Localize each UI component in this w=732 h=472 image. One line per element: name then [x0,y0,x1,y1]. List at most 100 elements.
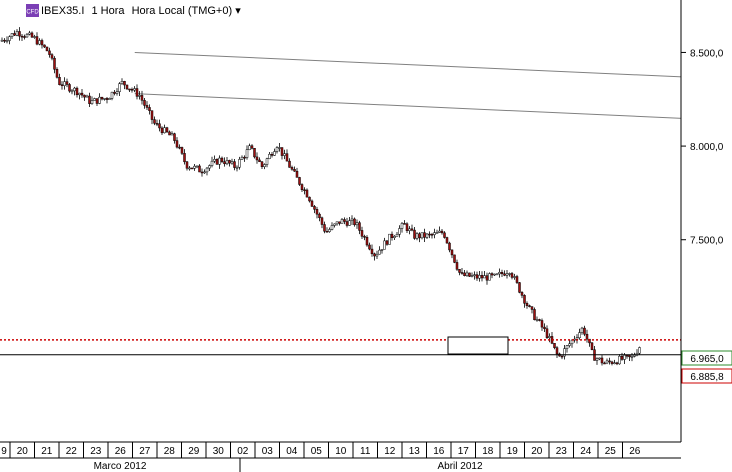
candle-body [615,362,619,365]
candle-body [190,167,194,170]
candle-body [123,81,126,86]
candle-body [83,94,86,98]
candle-body [263,164,266,167]
selection-box[interactable] [447,336,509,355]
candle-body [118,83,121,92]
candle-body [100,96,104,100]
chart-title[interactable]: IBEX35.I 1 Hora Hora Local (TMG+0) ▾ [41,5,241,17]
candle-body [458,269,461,273]
candle-body [180,147,184,154]
candle-body [630,356,634,358]
candle-body [60,84,64,86]
current-price-tag-box [681,350,732,366]
candle-body [313,206,316,210]
candle-body [18,31,21,37]
candle-body [338,221,341,224]
candle-body [25,34,29,38]
candle-body [235,166,239,169]
day-label: 19 [507,446,519,457]
candle-body [540,320,544,328]
candle-body [535,319,539,321]
candle-body [295,170,299,178]
day-label: 12 [384,446,396,457]
candle-body [248,145,251,151]
timeframe-label: 1 Hora [91,5,125,17]
candle-body [465,272,469,276]
candle-body [463,272,466,276]
day-label: 30 [213,446,225,457]
candle-body [585,333,589,340]
candle-body [298,177,301,185]
day-label: 20 [17,446,29,457]
day-label: 02 [237,446,249,457]
day-label: 13 [409,446,421,457]
candle-body [33,36,36,38]
candle-body [168,131,171,136]
candle-body [205,167,209,173]
candle-body [125,84,129,90]
candle-body [85,95,89,98]
candle-body [88,95,91,104]
candle-body [613,362,616,365]
day-label: 05 [311,446,323,457]
candle-body [63,81,66,86]
candle-body [203,171,206,174]
day-label: 17 [458,446,470,457]
candle-body [320,217,324,225]
candle-body [135,88,139,97]
day-label: 28 [164,446,176,457]
candle-body [228,160,231,164]
reference-price-tag-box [681,368,732,384]
candle-body [55,69,59,78]
candle-body [610,361,614,364]
candle-body [560,355,564,358]
candle-body [413,229,416,239]
candle-body [368,244,371,250]
candle-body [575,337,579,340]
candle-body [273,151,276,156]
current-price-tag: 6.965,0 [681,350,732,366]
candle-body [45,46,49,52]
candle-body [545,328,549,338]
candle-body [218,157,221,165]
candle-body [0,39,4,42]
candle-body [480,275,484,279]
candle-body [360,230,364,237]
candle-body [365,236,369,246]
candle-body [343,219,346,222]
candle-body [35,36,39,45]
candle-body [388,233,391,245]
candle-body [600,357,604,364]
candle-body [470,275,474,277]
candle-body [358,222,361,231]
candle-body [293,169,296,172]
candle-body [40,40,44,46]
date-axis-background [0,442,732,472]
cfd-badge[interactable] [26,4,39,17]
candle-body [568,343,571,346]
candle-body [583,327,586,335]
candle-body [590,342,594,350]
candle-body [38,40,41,45]
candle-body [603,362,606,365]
candle-body [265,158,269,165]
candle-body [133,88,136,91]
chevron-down-icon[interactable]: ▾ [235,5,241,17]
candle-body [445,237,449,244]
candle-body [483,275,486,279]
timezone-label: Hora Local (TMG+0) [132,5,233,17]
candle-body [158,123,161,129]
price-tick-label: 8.000,0 [690,142,724,153]
day-label: 18 [482,446,494,457]
candle-body [518,282,521,293]
candle-body [213,159,216,162]
candle-body [605,360,609,364]
candle-body [70,90,74,93]
candle-body [303,189,306,191]
candle-body [330,225,334,230]
candle-body [108,98,111,100]
candle-body [290,167,294,170]
candle-body [490,273,494,276]
